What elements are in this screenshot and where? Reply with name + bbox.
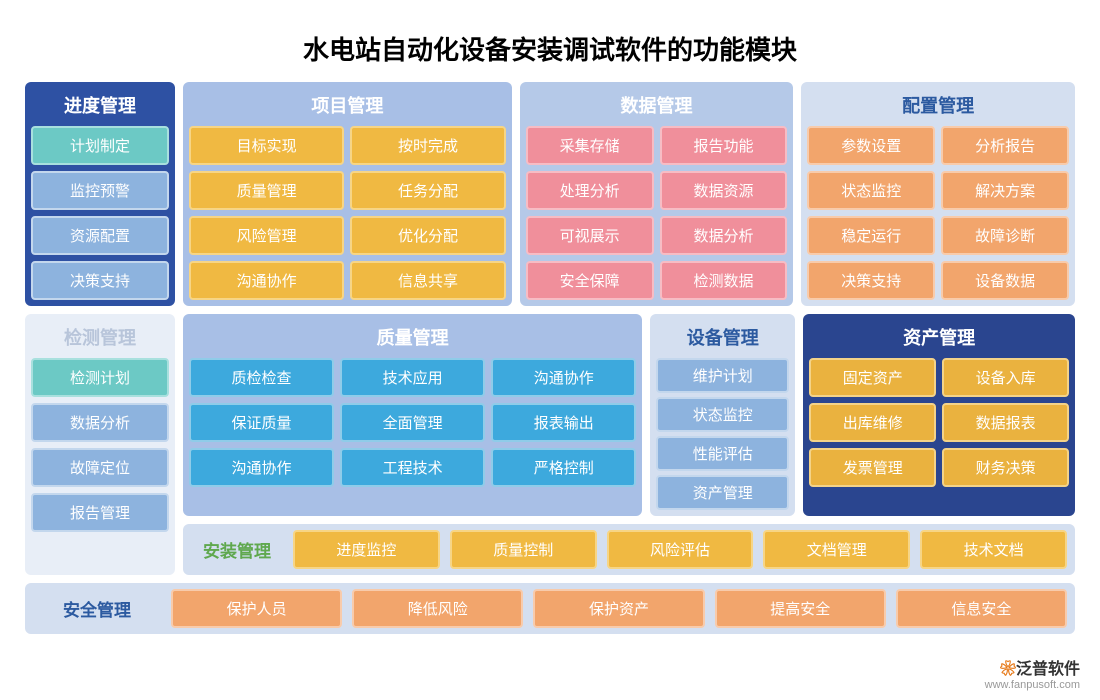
item: 性能评估 [656, 436, 789, 471]
item: 解决方案 [941, 171, 1069, 210]
item: 故障诊断 [941, 216, 1069, 255]
item: 质量管理 [189, 171, 344, 210]
module-progress: 进度管理 计划制定 监控预警 资源配置 决策支持 [25, 82, 175, 306]
module-header-detect: 检测管理 [31, 320, 169, 358]
item: 采集存储 [526, 126, 654, 165]
item: 提高安全 [715, 589, 886, 628]
item: 报告管理 [31, 493, 169, 532]
item: 固定资产 [809, 358, 936, 397]
item: 沟通协作 [189, 261, 344, 300]
item: 保护人员 [171, 589, 342, 628]
module-header-safety: 安全管理 [33, 596, 161, 621]
item: 技术应用 [340, 358, 485, 397]
module-data: 数据管理 采集存储 报告功能 处理分析 数据资源 可视展示 数据分析 安全保障 … [520, 82, 794, 306]
item: 检测计划 [31, 358, 169, 397]
item: 数据资源 [660, 171, 788, 210]
item: 参数设置 [807, 126, 935, 165]
item: 决策支持 [31, 261, 169, 300]
item: 状态监控 [656, 397, 789, 432]
item: 工程技术 [340, 448, 485, 487]
brand-url: www.fanpusoft.com [985, 679, 1080, 691]
item: 分析报告 [941, 126, 1069, 165]
item: 设备数据 [941, 261, 1069, 300]
item: 严格控制 [491, 448, 636, 487]
item: 监控预警 [31, 171, 169, 210]
module-install: 安装管理 进度监控 质量控制 风险评估 文档管理 技术文档 [183, 524, 1075, 575]
watermark: ❀泛普软件 www.fanpusoft.com [985, 660, 1080, 692]
item: 风险管理 [189, 216, 344, 255]
item: 故障定位 [31, 448, 169, 487]
item: 报告功能 [660, 126, 788, 165]
item: 安全保障 [526, 261, 654, 300]
item: 信息安全 [896, 589, 1067, 628]
module-project: 项目管理 目标实现 按时完成 质量管理 任务分配 风险管理 优化分配 沟通协作 … [183, 82, 512, 306]
module-quality: 质量管理 质检检查 技术应用 沟通协作 保证质量 全面管理 报表输出 沟通协作 … [183, 314, 642, 516]
module-detect: 检测管理 检测计划 数据分析 故障定位 报告管理 [25, 314, 175, 575]
brand-name: 泛普软件 [1016, 661, 1080, 678]
item: 计划制定 [31, 126, 169, 165]
item: 优化分配 [350, 216, 505, 255]
item: 出库维修 [809, 403, 936, 442]
brand-icon: ❀ [1000, 661, 1016, 678]
item: 技术文档 [920, 530, 1067, 569]
module-asset: 资产管理 固定资产 设备入库 出库维修 数据报表 发票管理 财务决策 [803, 314, 1075, 516]
diagram-container: 进度管理 计划制定 监控预警 资源配置 决策支持 项目管理 目标实现 按时完成 … [0, 82, 1100, 634]
module-device: 设备管理 维护计划 状态监控 性能评估 资产管理 [650, 314, 795, 516]
item: 按时完成 [350, 126, 505, 165]
module-header-install: 安装管理 [191, 537, 283, 562]
item: 发票管理 [809, 448, 936, 487]
item: 保护资产 [533, 589, 704, 628]
item: 风险评估 [607, 530, 754, 569]
module-header-device: 设备管理 [656, 320, 789, 358]
item: 文档管理 [763, 530, 910, 569]
item: 沟通协作 [491, 358, 636, 397]
item: 报表输出 [491, 403, 636, 442]
item: 检测数据 [660, 261, 788, 300]
item: 处理分析 [526, 171, 654, 210]
item: 信息共享 [350, 261, 505, 300]
item: 目标实现 [189, 126, 344, 165]
item: 降低风险 [352, 589, 523, 628]
item: 质量控制 [450, 530, 597, 569]
item: 数据报表 [942, 403, 1069, 442]
module-header-progress: 进度管理 [31, 88, 169, 126]
item: 全面管理 [340, 403, 485, 442]
item: 维护计划 [656, 358, 789, 393]
module-header-project: 项目管理 [189, 88, 506, 126]
item: 稳定运行 [807, 216, 935, 255]
item: 质检检查 [189, 358, 334, 397]
item: 资产管理 [656, 475, 789, 510]
module-safety: 安全管理 保护人员 降低风险 保护资产 提高安全 信息安全 [25, 583, 1075, 634]
module-config: 配置管理 参数设置 分析报告 状态监控 解决方案 稳定运行 故障诊断 决策支持 … [801, 82, 1075, 306]
module-header-config: 配置管理 [807, 88, 1069, 126]
item: 财务决策 [942, 448, 1069, 487]
item: 进度监控 [293, 530, 440, 569]
item: 数据分析 [31, 403, 169, 442]
main-title: 水电站自动化设备安装调试软件的功能模块 [0, 0, 1100, 82]
module-header-data: 数据管理 [526, 88, 788, 126]
item: 沟通协作 [189, 448, 334, 487]
item: 可视展示 [526, 216, 654, 255]
item: 数据分析 [660, 216, 788, 255]
row-1: 进度管理 计划制定 监控预警 资源配置 决策支持 项目管理 目标实现 按时完成 … [25, 82, 1075, 306]
item: 保证质量 [189, 403, 334, 442]
module-header-quality: 质量管理 [189, 320, 636, 358]
item: 决策支持 [807, 261, 935, 300]
row-2: 检测管理 检测计划 数据分析 故障定位 报告管理 质量管理 质检检查 技术应用 … [25, 314, 1075, 575]
item: 状态监控 [807, 171, 935, 210]
item: 设备入库 [942, 358, 1069, 397]
item: 任务分配 [350, 171, 505, 210]
module-header-asset: 资产管理 [809, 320, 1069, 358]
item: 资源配置 [31, 216, 169, 255]
